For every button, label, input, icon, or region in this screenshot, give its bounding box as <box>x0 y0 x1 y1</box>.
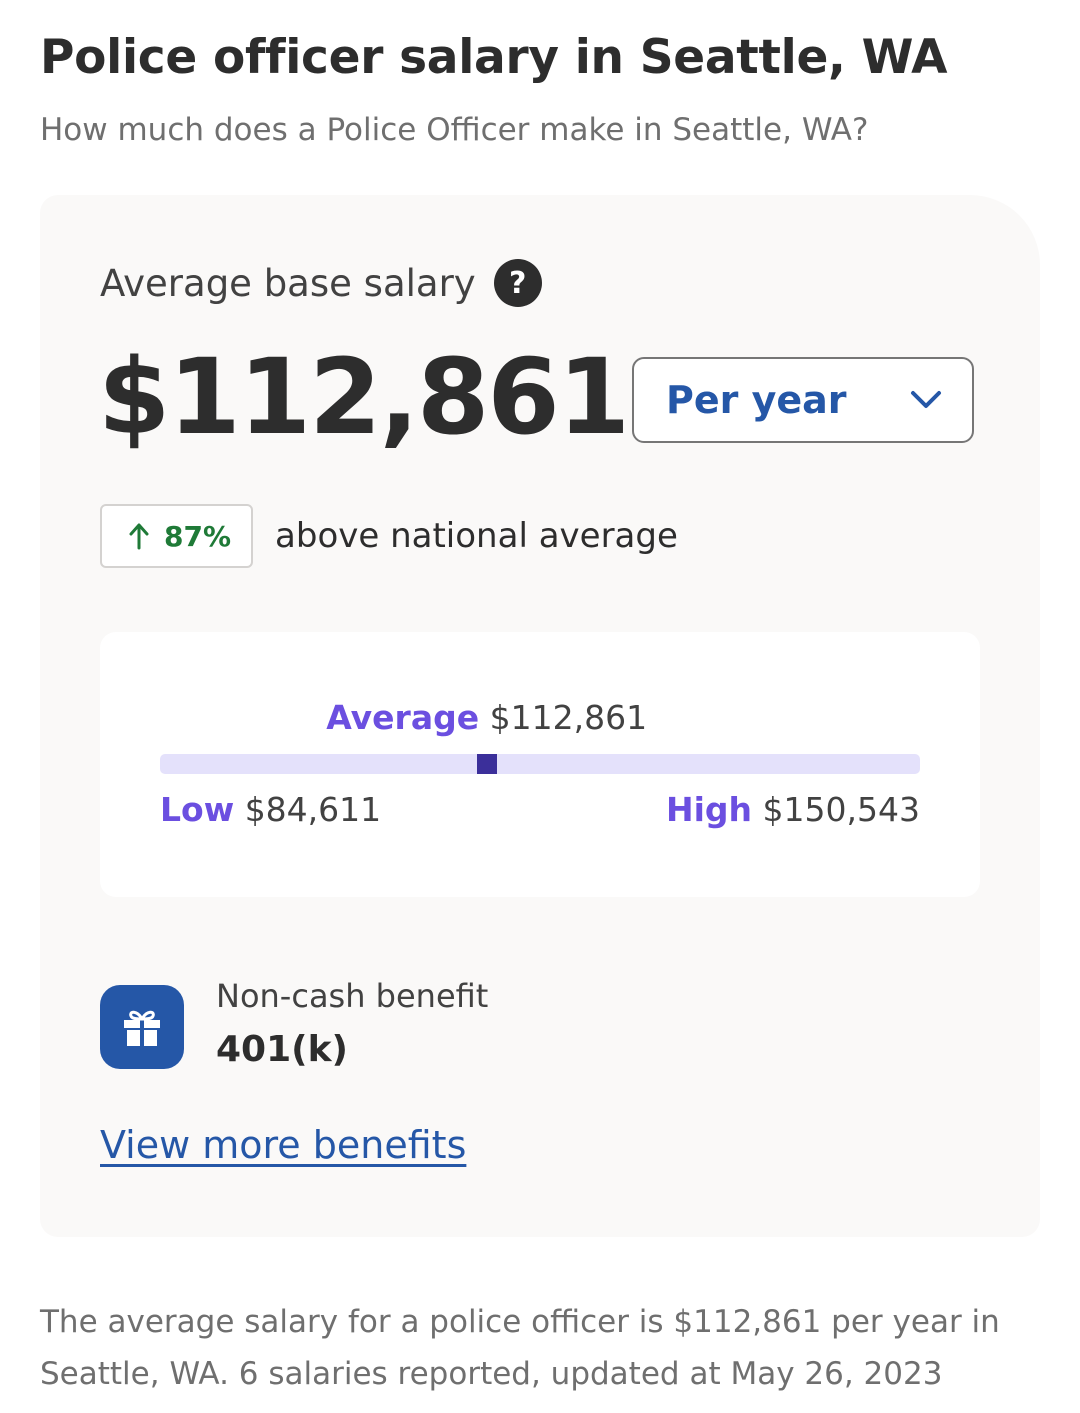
range-average-label: Average $112,861 <box>326 698 647 737</box>
range-low-value: $84,611 <box>244 790 382 829</box>
range-low: Low $84,611 <box>160 790 381 829</box>
salary-range-card: Average $112,861 Low $84,611 High $150,5… <box>100 632 980 897</box>
range-average-value: $112,861 <box>489 698 648 737</box>
range-average-title: Average <box>326 698 480 737</box>
average-salary-amount: $112,861 <box>98 336 630 458</box>
salary-range-bar <box>160 754 920 774</box>
range-high-value: $150,543 <box>762 790 920 829</box>
pay-period-selected: Per year <box>666 378 847 422</box>
trend-badge: 87% <box>100 504 254 568</box>
trend-description: above national average <box>275 516 678 556</box>
page-title: Police officer salary in Seattle, WA <box>40 30 948 85</box>
average-salary-label-row: Average base salary ? <box>100 259 542 307</box>
range-average-marker <box>476 754 497 774</box>
benefit-row: Non-cash benefit 401(k) <box>100 977 488 1070</box>
range-high: High $150,543 <box>666 790 920 829</box>
benefit-label: Non-cash benefit <box>216 977 489 1015</box>
view-more-benefits-link[interactable]: View more benefits <box>100 1123 467 1167</box>
benefit-value: 401(k) <box>216 1029 348 1070</box>
page-subtitle: How much does a Police Officer make in S… <box>40 112 869 148</box>
gift-icon <box>100 985 184 1069</box>
arrow-up-icon <box>129 523 149 550</box>
range-low-title: Low <box>160 790 235 829</box>
chevron-down-icon <box>911 391 941 408</box>
range-high-title: High <box>665 790 753 829</box>
gift-icon-glyph <box>124 1010 160 1046</box>
salary-card: Average base salary ? $112,861 Per year … <box>40 195 1040 1237</box>
trend-percent: 87% <box>164 519 232 553</box>
pay-period-dropdown[interactable]: Per year <box>632 357 974 443</box>
question-icon[interactable]: ? <box>493 259 542 307</box>
average-salary-label: Average base salary <box>100 261 476 305</box>
salary-summary: The average salary for a police officer … <box>40 1304 1000 1392</box>
benefit-text: Non-cash benefit 401(k) <box>216 977 488 1070</box>
national-comparison: 87% above national average <box>100 504 678 568</box>
